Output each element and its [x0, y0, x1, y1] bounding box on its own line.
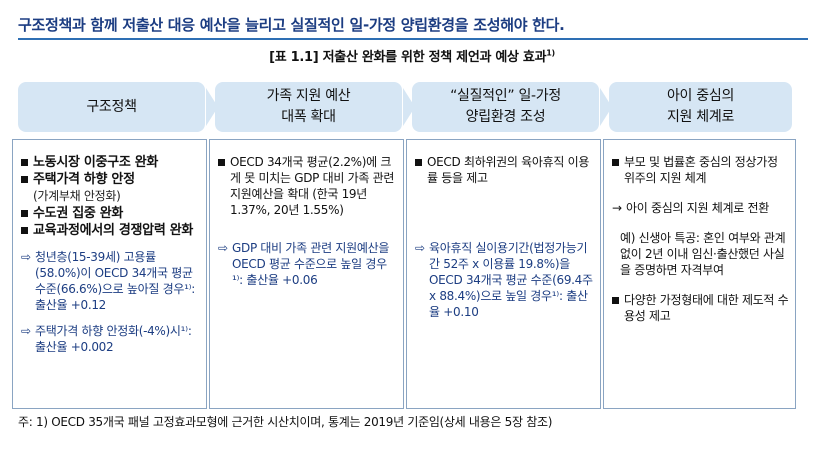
example-note: 예) 신생아 특공: 혼인 여부와 관계없이 2년 이내 임신·출산했던 사실을… — [620, 231, 786, 277]
header-1-line1: 구조정책 — [86, 98, 137, 115]
list-item: 다양한 가정형태에 대한 제도적 수용성 제고 — [612, 292, 789, 324]
table-title-footnote-mark: 1) — [546, 48, 555, 58]
header-4-line1: 아이 중심의 — [666, 88, 735, 104]
column-work-family-balance: OECD 최하위권의 육아휴직 이용률 등을 제고 ⇨ 육아휴직 실이용기간(법… — [406, 139, 601, 409]
list-item: 수도권 집중 완화 — [21, 205, 200, 222]
child-centered-list-2: 다양한 가정형태에 대한 제도적 수용성 제고 — [612, 292, 789, 324]
child-centered-list: 부모 및 법률혼 중심의 정상가정 위주의 지원 체계 — [612, 154, 789, 186]
list-item-subtext: (가계부채 안정화) — [33, 189, 121, 203]
effect-text: 육아휴직 실이용기간(법정가능기간 52주 x 이용률 19.8%)을 OECD… — [429, 241, 593, 319]
list-item: OECD 34개국 평균(2.2%)에 크게 못 미치는 GDP 대비 가족 관… — [218, 154, 397, 218]
table-title: [표 1.1] 저출산 완화를 위한 정책 제언과 예상 효과1) — [0, 46, 824, 65]
header-2-line2: 대폭 확대 — [281, 109, 336, 125]
table-title-text: [표 1.1] 저출산 완화를 위한 정책 제언과 예상 효과 — [269, 50, 547, 65]
column-structural-policy: 노동시장 이중구조 완화 주택가격 하향 안정 (가계부채 안정화) 수도권 집중… — [12, 139, 207, 409]
headline: 구조정책과 함께 저출산 대응 예산을 늘리고 실질적인 일-가정 양립환경을 … — [18, 16, 565, 34]
effect-text: 청년층(15-39세) 고용률(58.0%)이 OECD 34개국 평균 수준(… — [35, 250, 195, 312]
header-structural-policy: 구조정책 — [18, 82, 218, 132]
effect-arrow-icon: ⇨ — [415, 241, 425, 255]
effect-text: GDP 대비 가족 관련 지원예산을 OECD 평균 수준으로 높일 경우¹⁾:… — [232, 241, 390, 287]
family-budget-list: OECD 34개국 평균(2.2%)에 크게 못 미치는 GDP 대비 가족 관… — [218, 154, 397, 218]
effect-arrow-icon: ⇨ — [21, 324, 31, 338]
structural-policy-list: 노동시장 이중구조 완화 주택가격 하향 안정 (가계부채 안정화) 수도권 집중… — [21, 154, 200, 239]
list-item: 주택가격 하향 안정 (가계부채 안정화) — [21, 171, 200, 205]
transition-note: → 아이 중심의 지원 체계로 전환 — [612, 200, 789, 216]
list-item: 교육과정에서의 경쟁압력 완화 — [21, 222, 200, 239]
effect-family-budget: ⇨ GDP 대비 가족 관련 지원예산을 OECD 평균 수준으로 높일 경우¹… — [218, 240, 397, 288]
list-item: 노동시장 이중구조 완화 — [21, 154, 200, 171]
work-family-list: OECD 최하위권의 육아휴직 이용률 등을 제고 — [415, 154, 594, 186]
list-item-text: 주택가격 하향 안정 — [33, 172, 135, 187]
header-3-line1: “실질적인” 일-가정 — [450, 88, 561, 104]
effect-arrow-icon: ⇨ — [218, 241, 228, 255]
effect-housing-price: ⇨ 주택가격 하향 안정화(-4%)시¹⁾: 출산율 +0.002 — [21, 323, 200, 355]
list-item: OECD 최하위권의 육아휴직 이용률 등을 제고 — [415, 154, 594, 186]
headline-rule — [18, 38, 808, 40]
list-item: 부모 및 법률혼 중심의 정상가정 위주의 지원 체계 — [612, 154, 789, 186]
effect-arrow-icon: ⇨ — [21, 250, 31, 264]
transition-arrow-icon: → — [612, 201, 622, 215]
header-3-line2: 양립환경 조성 — [465, 109, 546, 125]
header-4-line2: 지원 체계로 — [666, 109, 735, 125]
transition-text: 아이 중심의 지원 체계로 전환 — [626, 201, 769, 215]
effect-parental-leave: ⇨ 육아휴직 실이용기간(법정가능기간 52주 x 이용률 19.8%)을 OE… — [415, 240, 594, 320]
column-child-centered: 부모 및 법률혼 중심의 정상가정 위주의 지원 체계 → 아이 중심의 지원 … — [603, 139, 796, 409]
header-2-line1: 가족 지원 예산 — [266, 88, 351, 104]
footnote: 주: 1) OECD 35개국 패널 고정효과모형에 근거한 시산치이며, 통계… — [18, 415, 553, 429]
effect-text: 주택가격 하향 안정화(-4%)시¹⁾: 출산율 +0.002 — [35, 324, 192, 354]
column-family-budget: OECD 34개국 평균(2.2%)에 크게 못 미치는 GDP 대비 가족 관… — [209, 139, 404, 409]
effect-youth-employment: ⇨ 청년층(15-39세) 고용률(58.0%)이 OECD 34개국 평균 수… — [21, 249, 200, 313]
